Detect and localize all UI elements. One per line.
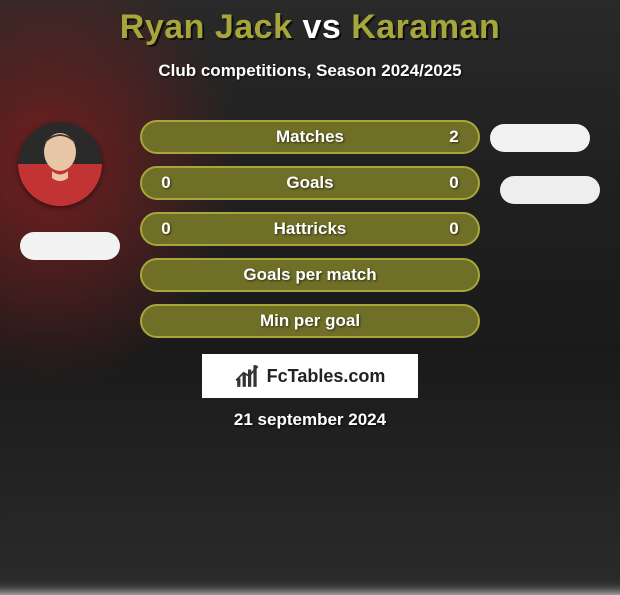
stat-label: Hattricks — [178, 219, 442, 239]
stat-right-value: 2 — [442, 127, 466, 147]
stat-label: Min per goal — [178, 311, 442, 331]
stat-right-value: 0 — [442, 173, 466, 193]
title-player1: Ryan Jack — [120, 8, 293, 46]
stat-label: Matches — [178, 127, 442, 147]
stat-label: Goals per match — [178, 265, 442, 285]
decorative-pill — [20, 232, 120, 260]
avatar-player1-img — [18, 122, 102, 206]
stat-left-value: 0 — [154, 173, 178, 193]
brand-watermark: FcTables.com — [202, 354, 418, 398]
comparison-card: Ryan Jack vs Karaman Club competitions, … — [0, 0, 620, 580]
stat-row: 0Hattricks0 — [140, 212, 480, 246]
stat-left-value: 0 — [154, 219, 178, 239]
stat-row: 0Goals0 — [140, 166, 480, 200]
decorative-pill — [500, 176, 600, 204]
stat-row: Min per goal — [140, 304, 480, 338]
brand-text: FcTables.com — [267, 366, 386, 387]
title-player2: Karaman — [351, 8, 500, 46]
avatar-player1 — [18, 122, 102, 206]
date-caption: 21 september 2024 — [0, 410, 620, 430]
subtitle: Club competitions, Season 2024/2025 — [0, 61, 620, 81]
stat-label: Goals — [178, 173, 442, 193]
decorative-pill — [490, 124, 590, 152]
brand-suffix: Tables.com — [288, 366, 386, 386]
page-title: Ryan Jack vs Karaman — [0, 0, 620, 47]
brand-prefix: Fc — [267, 366, 288, 386]
title-vs: vs — [293, 8, 352, 46]
stat-rows: Matches20Goals00Hattricks0Goals per matc… — [140, 120, 480, 350]
stat-row: Goals per match — [140, 258, 480, 292]
bar-chart-icon — [235, 363, 261, 389]
stat-right-value: 0 — [442, 219, 466, 239]
stat-row: Matches2 — [140, 120, 480, 154]
